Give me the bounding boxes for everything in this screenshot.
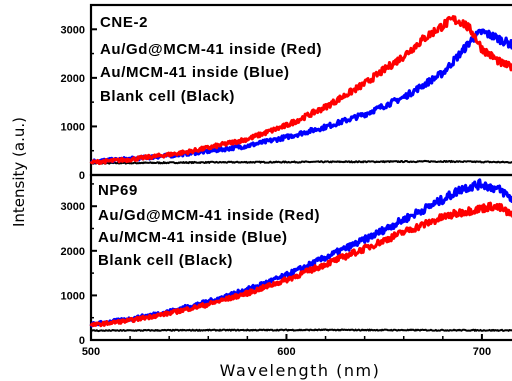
bottom-panel-sample-label: NP69 [98, 182, 138, 199]
series-line-red-bottom [89, 201, 512, 328]
bottom-panel-black-label: Blank cell (Black) [98, 252, 233, 269]
x-tick-label: 500 [82, 346, 100, 358]
top-panel-blue-label: Au/MCM-41 inside (Blue) [100, 64, 290, 81]
y-tick-label: 0 [79, 170, 85, 182]
top-panel-red-label: Au/Gd@MCM-41 inside (Red) [100, 41, 322, 58]
axis-ticks: 0 1000 2000 3000 0 1000 2000 3000 500 600 700 [61, 24, 492, 358]
series-line-black-top [90, 159, 512, 165]
y-tick-label: 1000 [61, 121, 85, 133]
y-tick-label: 3000 [61, 201, 85, 213]
y-tick-label: 1000 [61, 290, 85, 302]
y-tick-label: 2000 [61, 73, 85, 85]
x-tick-label: 700 [473, 346, 491, 358]
series-line-red-top [89, 15, 512, 166]
y-axis-title: Intensity (a.u.) [10, 117, 28, 227]
bottom-panel-blue-label: Au/MCM-41 inside (Blue) [98, 229, 288, 246]
y-tick-label: 2000 [61, 246, 85, 258]
bottom-panel-frame [89, 173, 512, 342]
x-axis-title: Wavelength (nm) [220, 361, 381, 380]
bottom-panel-red-label: Au/Gd@MCM-41 inside (Red) [98, 207, 320, 224]
y-tick-label: 0 [79, 335, 85, 347]
bottom-panel-plot [89, 178, 512, 333]
top-panel-black-label: Blank cell (Black) [100, 88, 235, 105]
y-tick-label: 3000 [61, 24, 85, 36]
series-line-black-bottom [90, 328, 512, 333]
top-panel-plot [89, 15, 512, 166]
top-panel-sample-label: CNE-2 [100, 14, 148, 31]
x-tick-label: 600 [277, 346, 295, 358]
